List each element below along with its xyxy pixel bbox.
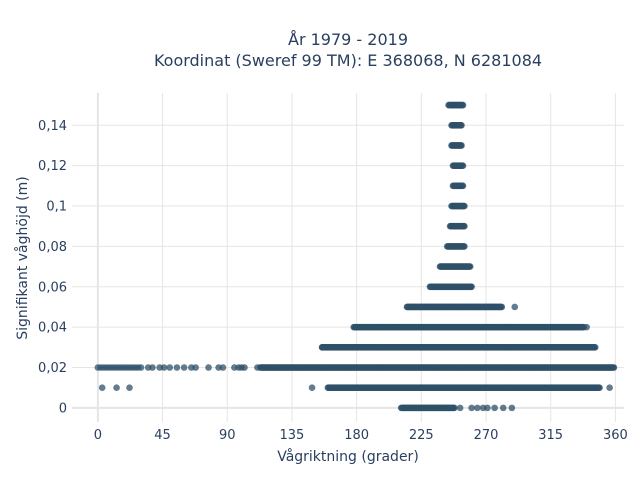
- data-point: [468, 404, 475, 412]
- x-tick-label: 270: [474, 428, 499, 443]
- data-point: [459, 182, 467, 190]
- data-point: [491, 404, 498, 412]
- data-point: [166, 364, 174, 371]
- x-tick-label: 180: [344, 428, 369, 443]
- grid: [72, 93, 624, 422]
- data-point: [113, 384, 120, 391]
- data-point: [149, 364, 156, 371]
- y-tick-label: 0: [59, 401, 67, 416]
- data-point: [461, 202, 468, 210]
- data-point: [137, 364, 145, 371]
- y-tick-label: 0,08: [38, 240, 67, 255]
- data-point: [173, 364, 181, 371]
- y-axis-title: Signifikant våghöjd (m): [14, 176, 31, 339]
- data-point: [461, 243, 468, 250]
- data-point: [596, 384, 603, 391]
- data-point: [591, 344, 599, 351]
- data-point: [451, 404, 458, 412]
- data-points: [94, 101, 618, 412]
- y-tick-label: 0,14: [38, 119, 67, 134]
- data-point: [318, 344, 326, 351]
- data-point: [499, 404, 507, 412]
- data-point: [205, 364, 212, 371]
- data-point: [241, 364, 248, 371]
- data-point: [458, 121, 465, 129]
- data-point: [126, 384, 133, 391]
- data-point: [180, 364, 188, 371]
- chart-title-line-2: Koordinat (Sweref 99 TM): E 368068, N 62…: [154, 51, 542, 70]
- y-tick-label: 0,04: [38, 321, 67, 336]
- data-point: [160, 364, 168, 371]
- y-axis-ticks: 0 0,02 0,04 0,06 0,08 0,1 0,12 0,14: [38, 119, 67, 417]
- data-point: [498, 303, 506, 311]
- y-tick-label: 0,12: [38, 159, 67, 174]
- data-point: [461, 222, 468, 230]
- x-tick-label: 360: [603, 428, 628, 443]
- data-point: [606, 384, 613, 391]
- data-point: [219, 364, 227, 371]
- data-point: [484, 404, 491, 412]
- data-point: [456, 404, 464, 412]
- x-tick-label: 0: [94, 428, 102, 443]
- chart-title-line-1: År 1979 - 2019: [288, 30, 408, 49]
- x-tick-label: 90: [219, 428, 236, 443]
- data-point: [254, 364, 261, 371]
- x-axis-ticks: 0 45 90 135 180 225 270 315 360: [94, 428, 628, 443]
- data-point: [508, 404, 516, 412]
- x-tick-label: 135: [280, 428, 305, 443]
- data-point: [458, 142, 465, 149]
- x-axis-title: Vågriktning (grader): [277, 448, 419, 465]
- data-point: [459, 162, 467, 169]
- x-tick-label: 45: [154, 428, 171, 443]
- data-point: [583, 323, 590, 331]
- y-tick-label: 0,02: [38, 361, 67, 376]
- data-point: [468, 283, 475, 291]
- data-point: [474, 404, 481, 412]
- data-point: [459, 101, 467, 109]
- data-point: [610, 364, 618, 371]
- data-point: [192, 364, 199, 371]
- data-point: [466, 263, 474, 270]
- y-tick-label: 0,06: [38, 280, 67, 295]
- x-tick-label: 225: [409, 428, 434, 443]
- data-point: [308, 384, 316, 391]
- y-tick-label: 0,1: [46, 200, 67, 215]
- data-point: [511, 303, 519, 311]
- data-point: [98, 384, 106, 391]
- x-tick-label: 315: [538, 428, 563, 443]
